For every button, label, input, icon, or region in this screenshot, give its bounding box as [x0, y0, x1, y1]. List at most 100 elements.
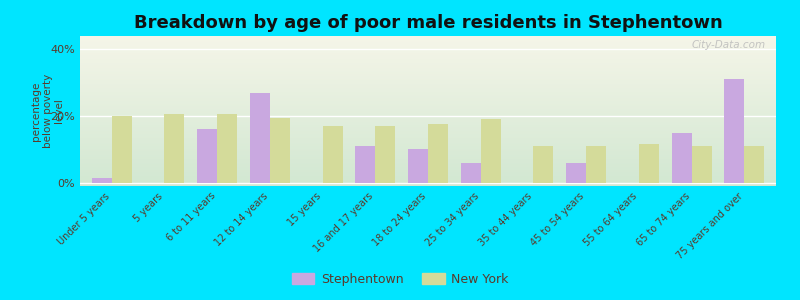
- Bar: [80, 50, 776, 51]
- Bar: [80, 168, 776, 169]
- Bar: [80, 66, 776, 67]
- Bar: [80, 96, 776, 97]
- Bar: [80, 169, 776, 170]
- Bar: [80, 129, 776, 130]
- Bar: [80, 81, 776, 82]
- Bar: [80, 120, 776, 121]
- Bar: [80, 116, 776, 117]
- Bar: [80, 83, 776, 84]
- Bar: [80, 51, 776, 52]
- Bar: [80, 142, 776, 143]
- Bar: [80, 115, 776, 116]
- Bar: [80, 134, 776, 135]
- Bar: [80, 183, 776, 184]
- Bar: [80, 166, 776, 167]
- Bar: [80, 47, 776, 48]
- Bar: [80, 174, 776, 175]
- Bar: [80, 150, 776, 151]
- Bar: [375, 126, 395, 183]
- Bar: [80, 177, 776, 178]
- Bar: [80, 161, 776, 162]
- Bar: [80, 77, 776, 78]
- Bar: [80, 41, 776, 42]
- Bar: [80, 80, 776, 81]
- Bar: [80, 169, 776, 170]
- Bar: [80, 61, 776, 62]
- Bar: [80, 85, 776, 86]
- Bar: [80, 94, 776, 95]
- Bar: [92, 178, 112, 183]
- Bar: [80, 97, 776, 98]
- Bar: [80, 180, 776, 181]
- Bar: [80, 162, 776, 163]
- Bar: [80, 172, 776, 173]
- Bar: [80, 137, 776, 138]
- Bar: [80, 42, 776, 43]
- Bar: [80, 101, 776, 102]
- Title: Breakdown by age of poor male residents in Stephentown: Breakdown by age of poor male residents …: [134, 14, 722, 32]
- Bar: [639, 144, 659, 183]
- Bar: [80, 106, 776, 107]
- Bar: [80, 55, 776, 56]
- Bar: [80, 113, 776, 114]
- Bar: [80, 170, 776, 171]
- Bar: [80, 36, 776, 37]
- Bar: [80, 40, 776, 41]
- Bar: [80, 72, 776, 73]
- Bar: [80, 154, 776, 155]
- Bar: [80, 105, 776, 106]
- Bar: [80, 52, 776, 53]
- Bar: [80, 65, 776, 66]
- Bar: [80, 103, 776, 104]
- Bar: [80, 37, 776, 38]
- Bar: [80, 164, 776, 165]
- Bar: [80, 118, 776, 119]
- Bar: [80, 140, 776, 141]
- Legend: Stephentown, New York: Stephentown, New York: [287, 268, 513, 291]
- Bar: [80, 145, 776, 146]
- Bar: [80, 163, 776, 164]
- Bar: [80, 82, 776, 83]
- Bar: [586, 146, 606, 183]
- Bar: [80, 143, 776, 144]
- Bar: [80, 85, 776, 86]
- Bar: [80, 141, 776, 142]
- Bar: [80, 76, 776, 77]
- Bar: [322, 126, 342, 183]
- Bar: [80, 131, 776, 132]
- Bar: [80, 108, 776, 109]
- Bar: [80, 157, 776, 158]
- Bar: [80, 39, 776, 40]
- Bar: [217, 114, 237, 183]
- Bar: [80, 82, 776, 83]
- Bar: [80, 56, 776, 57]
- Bar: [80, 167, 776, 168]
- Bar: [80, 156, 776, 157]
- Bar: [80, 67, 776, 68]
- Bar: [80, 110, 776, 111]
- Bar: [80, 159, 776, 160]
- Bar: [80, 75, 776, 76]
- Bar: [80, 126, 776, 127]
- Bar: [80, 117, 776, 118]
- Bar: [80, 99, 776, 100]
- Bar: [80, 139, 776, 140]
- Bar: [481, 119, 501, 183]
- Bar: [80, 45, 776, 46]
- Bar: [744, 146, 765, 183]
- Bar: [80, 92, 776, 93]
- Bar: [80, 62, 776, 63]
- Bar: [80, 48, 776, 49]
- Bar: [80, 98, 776, 99]
- Bar: [270, 118, 290, 183]
- Bar: [80, 111, 776, 112]
- Bar: [80, 122, 776, 123]
- Bar: [80, 59, 776, 60]
- Bar: [80, 70, 776, 71]
- Bar: [80, 128, 776, 129]
- Bar: [80, 155, 776, 156]
- Bar: [80, 133, 776, 134]
- Bar: [461, 163, 481, 183]
- Bar: [80, 88, 776, 89]
- Bar: [692, 146, 712, 183]
